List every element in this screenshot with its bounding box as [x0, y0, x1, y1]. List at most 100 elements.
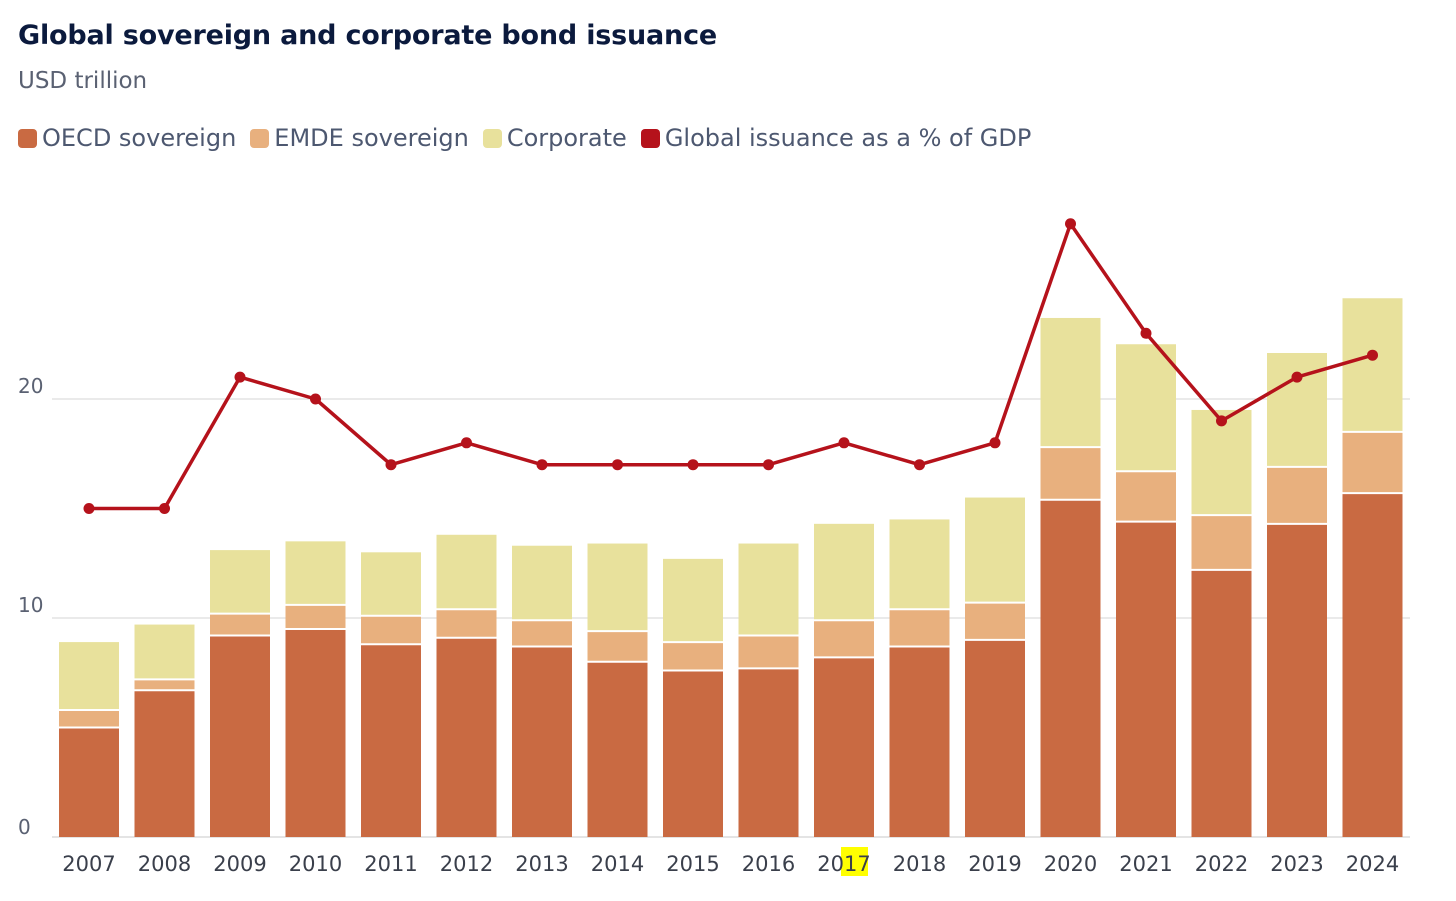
chart-subtitle: USD trillion — [18, 68, 148, 94]
bar-oecd-sovereign-2021 — [1116, 521, 1176, 837]
point-global-issuance-gdp-2009 — [234, 371, 246, 383]
y-tick-label-10: 10 — [18, 593, 43, 617]
bar-oecd-sovereign-2013 — [512, 646, 572, 837]
x-tick-label-2014: 2014 — [591, 852, 644, 876]
bar-emde-sovereign-2014 — [587, 631, 648, 662]
y-tick-label-20: 20 — [18, 374, 43, 398]
bar-oecd-sovereign-2010 — [285, 628, 346, 837]
point-global-issuance-gdp-2011 — [385, 459, 397, 471]
legend-item-emde-sovereign[interactable]: EMDE sovereign — [250, 124, 469, 152]
bar-oecd-sovereign-2016 — [738, 668, 799, 837]
legend-swatch-oecd-sovereign — [18, 128, 37, 148]
bar-corporate-2015 — [663, 558, 723, 643]
x-tick-label-2008: 2008 — [138, 852, 191, 876]
legend-label-global-issuance-gdp: Global issuance as a % of GDP — [664, 124, 1032, 152]
x-tick-label-2007: 2007 — [62, 852, 115, 876]
point-global-issuance-gdp-2014 — [612, 459, 623, 471]
bar-emde-sovereign-2020 — [1040, 447, 1101, 500]
x-tick-label-2016: 2016 — [742, 852, 795, 876]
x-tick-label-2011: 2011 — [364, 852, 417, 876]
x-tick-label-2023: 2023 — [1270, 852, 1323, 876]
bar-emde-sovereign-2022 — [1191, 515, 1252, 570]
point-global-issuance-gdp-2021 — [1140, 327, 1152, 339]
legend-swatch-global-issuance-gdp — [640, 128, 660, 148]
bar-oecd-sovereign-2015 — [663, 670, 723, 837]
point-global-issuance-gdp-2008 — [159, 503, 170, 514]
bar-emde-sovereign-2013 — [512, 620, 572, 647]
bar-corporate-2007 — [59, 642, 119, 710]
bar-oecd-sovereign-2023 — [1267, 523, 1327, 837]
bar-emde-sovereign-2019 — [965, 602, 1025, 640]
x-tick-label-2020: 2020 — [1044, 852, 1097, 876]
bar-corporate-2010 — [285, 541, 346, 605]
point-global-issuance-gdp-2017 — [838, 437, 850, 449]
bar-oecd-sovereign-2009 — [210, 635, 270, 837]
x-tick-label-2015: 2015 — [666, 852, 719, 876]
x-tick-label-2021: 2021 — [1119, 852, 1172, 876]
point-global-issuance-gdp-2013 — [536, 459, 548, 471]
chart-title: Global sovereign and corporate bond issu… — [18, 20, 718, 51]
bar-emde-sovereign-2016 — [738, 635, 799, 669]
legend-item-global-issuance-gdp[interactable]: Global issuance as a % of GDP — [640, 124, 1032, 152]
bar-emde-sovereign-2010 — [285, 604, 346, 629]
x-tick-label-2009: 2009 — [213, 852, 266, 876]
bar-corporate-2019 — [965, 497, 1025, 603]
x-tick-label-2024: 2024 — [1346, 852, 1399, 876]
bar-oecd-sovereign-2024 — [1342, 493, 1403, 837]
bar-emde-sovereign-2012 — [436, 609, 497, 638]
bar-oecd-sovereign-2014 — [587, 661, 648, 837]
legend-item-oecd-sovereign[interactable]: OECD sovereign — [18, 124, 236, 152]
x-tick-label-2013: 2013 — [515, 852, 568, 876]
bar-emde-sovereign-2008 — [134, 679, 195, 691]
bar-emde-sovereign-2011 — [361, 615, 421, 645]
point-global-issuance-gdp-2015 — [687, 459, 699, 471]
legend-swatch-corporate — [482, 128, 502, 148]
bar-oecd-sovereign-2012 — [436, 637, 497, 837]
bar-oecd-sovereign-2019 — [965, 639, 1025, 837]
bar-oecd-sovereign-2022 — [1191, 569, 1252, 837]
legend-swatch-emde-sovereign — [250, 128, 270, 148]
line-global-issuance-gdp — [89, 222, 1373, 511]
bar-emde-sovereign-2009 — [210, 613, 270, 636]
bar-corporate-2017 — [814, 523, 874, 621]
x-tick-label-2010: 2010 — [289, 852, 342, 876]
bar-oecd-sovereign-2017 — [814, 657, 874, 837]
bar-corporate-2011 — [361, 552, 421, 616]
point-global-issuance-gdp-2023 — [1291, 371, 1303, 383]
point-global-issuance-gdp-2024 — [1367, 349, 1378, 361]
bar-emde-sovereign-2023 — [1267, 466, 1327, 524]
bar-emde-sovereign-2017 — [814, 620, 874, 658]
y-tick-label-0: 0 — [18, 815, 31, 839]
point-global-issuance-gdp-2020 — [1065, 218, 1076, 230]
legend-label-corporate: Corporate — [506, 124, 627, 152]
bar-corporate-2021 — [1116, 344, 1176, 472]
bar-corporate-2016 — [738, 543, 799, 636]
x-tick-highlight-2017 — [841, 847, 868, 876]
legend-item-corporate[interactable]: Corporate — [482, 124, 627, 152]
chart-legend: OECD sovereign EMDE sovereign Corporate … — [18, 124, 1045, 152]
bar-corporate-2013 — [512, 545, 572, 621]
bar-oecd-sovereign-2011 — [361, 644, 421, 837]
bar-corporate-2022 — [1191, 409, 1252, 516]
bar-oecd-sovereign-2008 — [134, 690, 195, 837]
point-global-issuance-gdp-2016 — [763, 459, 774, 471]
bar-emde-sovereign-2021 — [1116, 471, 1176, 522]
point-global-issuance-gdp-2010 — [310, 393, 321, 405]
bar-oecd-sovereign-2020 — [1040, 499, 1101, 837]
bar-emde-sovereign-2018 — [889, 609, 950, 647]
point-global-issuance-gdp-2012 — [461, 437, 472, 449]
legend-label-emde-sovereign: EMDE sovereign — [274, 124, 469, 152]
bar-oecd-sovereign-2018 — [889, 646, 950, 837]
bar-corporate-2008 — [134, 624, 195, 680]
bar-corporate-2024 — [1342, 298, 1403, 432]
x-tick-label-2018: 2018 — [893, 852, 946, 876]
bar-corporate-2020 — [1040, 317, 1101, 448]
bar-corporate-2018 — [889, 519, 950, 610]
bar-corporate-2014 — [587, 543, 648, 632]
x-tick-label-2022: 2022 — [1195, 852, 1248, 876]
legend-label-oecd-sovereign: OECD sovereign — [42, 124, 237, 152]
point-global-issuance-gdp-2022 — [1216, 415, 1227, 427]
bar-corporate-2012 — [436, 534, 497, 610]
x-tick-label-2012: 2012 — [440, 852, 493, 876]
